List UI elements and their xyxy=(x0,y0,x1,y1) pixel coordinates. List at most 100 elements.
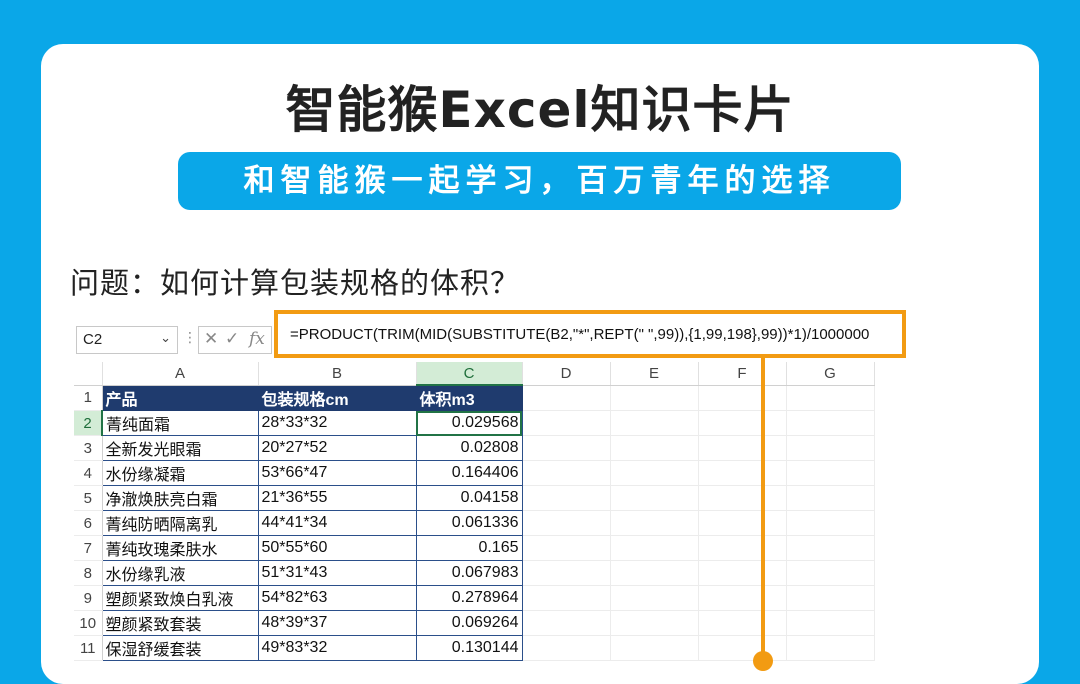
row-header[interactable]: 7 xyxy=(74,535,103,561)
formula-input[interactable]: =PRODUCT(TRIM(MID(SUBSTITUTE(B2,"*",REPT… xyxy=(290,326,870,343)
empty-cell[interactable] xyxy=(522,610,611,636)
header-cell[interactable]: 产品 xyxy=(101,384,259,411)
empty-cell[interactable] xyxy=(786,410,875,436)
volume-cell[interactable]: 0.165 xyxy=(415,535,523,561)
volume-cell[interactable]: 0.278964 xyxy=(415,585,523,611)
spec-cell[interactable]: 20*27*52 xyxy=(257,435,417,461)
row-header[interactable]: 8 xyxy=(74,560,103,586)
column-header[interactable]: F xyxy=(698,362,787,386)
volume-cell[interactable]: 0.02808 xyxy=(415,435,523,461)
volume-cell[interactable]: 0.130144 xyxy=(415,635,523,661)
empty-cell[interactable] xyxy=(522,585,611,611)
empty-cell[interactable] xyxy=(522,485,611,511)
insert-function-icon[interactable]: fx xyxy=(249,329,265,349)
empty-cell[interactable] xyxy=(610,610,699,636)
empty-cell[interactable] xyxy=(610,435,699,461)
spec-cell[interactable]: 54*82*63 xyxy=(257,585,417,611)
more-options-icon[interactable]: ⋮ xyxy=(183,330,197,346)
row-header[interactable]: 6 xyxy=(74,510,103,536)
empty-cell[interactable] xyxy=(610,535,699,561)
empty-cell[interactable] xyxy=(522,460,611,486)
empty-cell[interactable] xyxy=(522,560,611,586)
empty-cell[interactable] xyxy=(522,635,611,661)
volume-cell[interactable]: 0.029568 xyxy=(415,410,523,436)
spec-cell[interactable]: 28*33*32 xyxy=(257,410,417,436)
select-all-corner[interactable] xyxy=(74,362,103,386)
empty-cell[interactable] xyxy=(698,560,787,586)
volume-cell[interactable]: 0.061336 xyxy=(415,510,523,536)
empty-cell[interactable] xyxy=(610,410,699,436)
empty-cell[interactable] xyxy=(698,635,787,661)
empty-cell[interactable] xyxy=(698,585,787,611)
empty-cell[interactable] xyxy=(786,460,875,486)
empty-cell[interactable] xyxy=(786,560,875,586)
row-header[interactable]: 3 xyxy=(74,435,103,461)
empty-cell[interactable] xyxy=(786,585,875,611)
row-header[interactable]: 9 xyxy=(74,585,103,611)
empty-cell[interactable] xyxy=(522,535,611,561)
column-header[interactable]: E xyxy=(610,362,699,386)
empty-cell[interactable] xyxy=(610,460,699,486)
product-cell[interactable]: 全新发光眼霜 xyxy=(101,435,259,461)
header-cell[interactable]: 体积m3 xyxy=(415,384,523,411)
row-header[interactable]: 2 xyxy=(74,410,103,436)
empty-cell[interactable] xyxy=(786,610,875,636)
empty-cell[interactable] xyxy=(698,460,787,486)
spec-cell[interactable]: 50*55*60 xyxy=(257,535,417,561)
empty-cell[interactable] xyxy=(610,635,699,661)
empty-cell[interactable] xyxy=(610,385,699,411)
spec-cell[interactable]: 48*39*37 xyxy=(257,610,417,636)
spec-cell[interactable]: 44*41*34 xyxy=(257,510,417,536)
volume-cell[interactable]: 0.067983 xyxy=(415,560,523,586)
product-cell[interactable]: 菁纯玫瑰柔肤水 xyxy=(101,535,259,561)
empty-cell[interactable] xyxy=(786,435,875,461)
formula-bar-highlight[interactable]: =PRODUCT(TRIM(MID(SUBSTITUTE(B2,"*",REPT… xyxy=(274,310,906,358)
empty-cell[interactable] xyxy=(610,585,699,611)
column-header[interactable]: D xyxy=(522,362,611,386)
row-header[interactable]: 5 xyxy=(74,485,103,511)
empty-cell[interactable] xyxy=(698,485,787,511)
empty-cell[interactable] xyxy=(610,510,699,536)
empty-cell[interactable] xyxy=(522,410,611,436)
product-cell[interactable]: 菁纯面霜 xyxy=(101,410,259,436)
row-header[interactable]: 1 xyxy=(74,385,103,411)
empty-cell[interactable] xyxy=(786,485,875,511)
empty-cell[interactable] xyxy=(786,385,875,411)
column-header[interactable]: C xyxy=(416,362,523,386)
product-cell[interactable]: 菁纯防晒隔离乳 xyxy=(101,510,259,536)
volume-cell[interactable]: 0.164406 xyxy=(415,460,523,486)
empty-cell[interactable] xyxy=(786,510,875,536)
empty-cell[interactable] xyxy=(698,410,787,436)
empty-cell[interactable] xyxy=(698,510,787,536)
header-cell[interactable]: 包装规格cm xyxy=(257,384,417,411)
volume-cell[interactable]: 0.04158 xyxy=(415,485,523,511)
empty-cell[interactable] xyxy=(522,510,611,536)
cancel-icon[interactable]: ✕ xyxy=(204,329,219,349)
empty-cell[interactable] xyxy=(698,385,787,411)
spec-cell[interactable]: 49*83*32 xyxy=(257,635,417,661)
product-cell[interactable]: 保湿舒缓套装 xyxy=(101,635,259,661)
volume-cell[interactable]: 0.069264 xyxy=(415,610,523,636)
product-cell[interactable]: 净澈焕肤亮白霜 xyxy=(101,485,259,511)
empty-cell[interactable] xyxy=(522,435,611,461)
chevron-down-icon[interactable]: ⌄ xyxy=(160,330,171,345)
empty-cell[interactable] xyxy=(610,485,699,511)
column-header[interactable]: G xyxy=(786,362,875,386)
spec-cell[interactable]: 51*31*43 xyxy=(257,560,417,586)
spec-cell[interactable]: 21*36*55 xyxy=(257,485,417,511)
product-cell[interactable]: 水份缘乳液 xyxy=(101,560,259,586)
empty-cell[interactable] xyxy=(698,610,787,636)
row-header[interactable]: 10 xyxy=(74,610,103,636)
name-box[interactable]: C2 ⌄ xyxy=(76,326,178,354)
empty-cell[interactable] xyxy=(786,535,875,561)
product-cell[interactable]: 水份缘凝霜 xyxy=(101,460,259,486)
empty-cell[interactable] xyxy=(698,435,787,461)
product-cell[interactable]: 塑颜紧致套装 xyxy=(101,610,259,636)
empty-cell[interactable] xyxy=(786,635,875,661)
column-header[interactable]: B xyxy=(258,362,417,386)
empty-cell[interactable] xyxy=(522,385,611,411)
spec-cell[interactable]: 53*66*47 xyxy=(257,460,417,486)
row-header[interactable]: 11 xyxy=(74,635,103,661)
empty-cell[interactable] xyxy=(610,560,699,586)
row-header[interactable]: 4 xyxy=(74,460,103,486)
